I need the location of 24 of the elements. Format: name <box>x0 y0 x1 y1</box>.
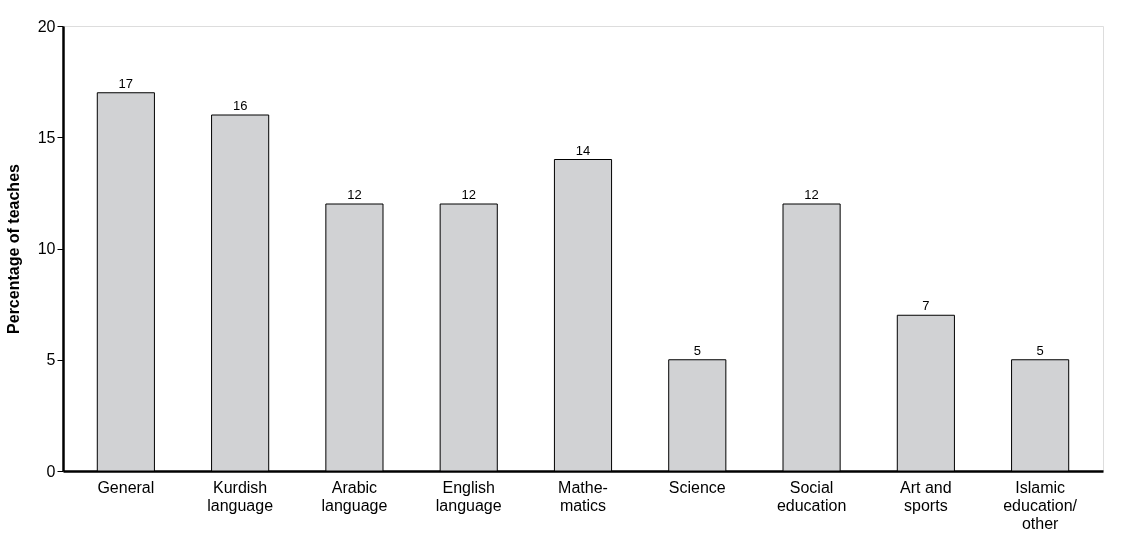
y-axis-title: Percentage of teaches <box>4 163 22 334</box>
data-label: 12 <box>461 187 476 202</box>
y-tick-label: 10 <box>37 240 56 257</box>
data-label: 5 <box>1036 342 1044 358</box>
x-tick-label: Science <box>668 478 726 496</box>
data-label: 17 <box>118 75 134 91</box>
data-label: 12 <box>804 187 819 202</box>
x-tick-label: English language <box>435 478 502 514</box>
x-tick-label: Social education <box>776 478 847 514</box>
y-tick-label: 0 <box>46 462 56 480</box>
data-label: 12 <box>347 187 362 202</box>
data-label: 7 <box>922 298 930 314</box>
x-tick-label: Islamic education/ other <box>1003 478 1078 532</box>
x-tick-label: Kurdish language <box>207 478 274 514</box>
x-tick-label: General <box>97 478 155 496</box>
x-tick-label: Art and sports <box>900 478 952 514</box>
data-label: 5 <box>693 342 701 358</box>
y-tick-label: 20 <box>37 17 56 35</box>
x-tick-label: Arabic language <box>321 478 388 514</box>
data-label: 16 <box>232 98 248 113</box>
data-label: 14 <box>575 142 591 158</box>
y-tick-label: 5 <box>46 351 56 369</box>
y-tick-label: 15 <box>37 128 56 146</box>
x-tick-label: Mathe- matics <box>558 478 608 514</box>
